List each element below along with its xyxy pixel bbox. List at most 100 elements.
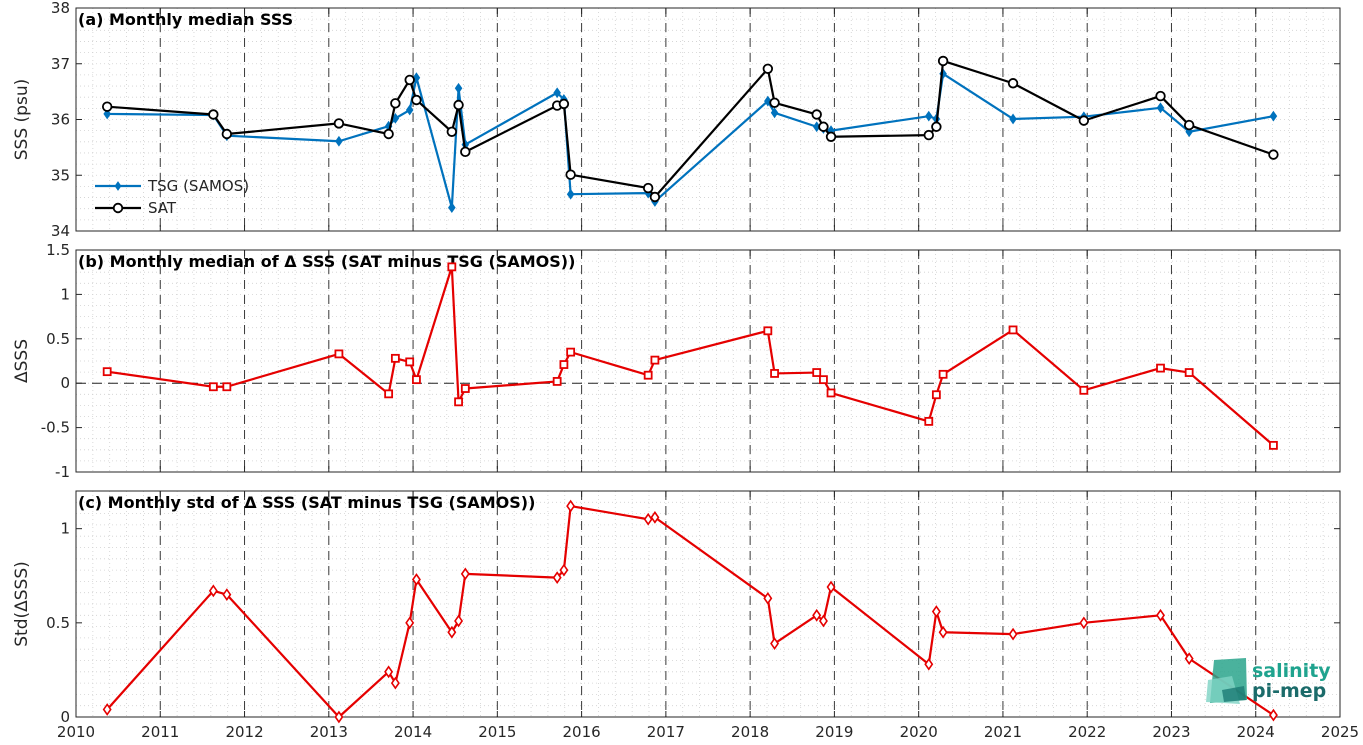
data-point <box>448 202 456 213</box>
panel-title: (b) Monthly median of Δ SSS (SAT minus T… <box>78 252 575 271</box>
data-point <box>764 95 772 107</box>
data-point <box>812 608 822 622</box>
data-point <box>411 573 421 586</box>
x-tick-label: 2021 <box>984 723 1022 741</box>
series-0 <box>102 499 1278 724</box>
y-axis-label: Std(ΔSSS) <box>12 561 32 647</box>
data-point <box>770 369 779 378</box>
x-tick-label: 2012 <box>225 723 263 741</box>
x-tick-label: 2025 <box>1321 723 1359 741</box>
data-point <box>1268 149 1279 160</box>
data-point <box>1155 90 1166 102</box>
salinity-pi-mep-logo: salinity pi-mep <box>1206 658 1331 704</box>
data-point <box>818 614 828 628</box>
data-point <box>826 388 836 398</box>
data-point <box>812 368 822 377</box>
data-point <box>553 87 561 99</box>
data-point <box>101 101 113 112</box>
data-point <box>1269 110 1278 122</box>
data-point <box>937 55 949 67</box>
x-tick-label: 2022 <box>1068 723 1106 741</box>
panel-title: (c) Monthly std of Δ SSS (SAT minus TSG … <box>78 493 535 512</box>
data-point <box>826 580 836 594</box>
data-point <box>931 121 942 132</box>
logo-text-line1: salinity <box>1252 660 1331 682</box>
data-point <box>335 135 343 147</box>
data-point <box>222 382 232 392</box>
axes-box <box>75 490 1341 718</box>
data-point <box>454 82 463 94</box>
data-point <box>333 118 345 129</box>
data-point <box>102 703 112 716</box>
data-point <box>1184 652 1194 666</box>
axes-box <box>75 249 1341 473</box>
data-point <box>102 367 112 377</box>
data-point <box>1008 627 1018 641</box>
legend-marker <box>114 181 122 191</box>
x-tick-label: 2013 <box>310 723 348 741</box>
data-point <box>1007 78 1019 89</box>
data-point <box>552 571 562 585</box>
data-point <box>1156 608 1165 622</box>
x-tick-label: 2011 <box>141 723 179 741</box>
data-point <box>650 510 660 524</box>
y-tick-label: 1 <box>60 520 70 538</box>
x-tick-label: 2020 <box>900 723 938 741</box>
data-point <box>643 512 653 526</box>
data-point <box>770 107 779 119</box>
data-point <box>404 74 415 86</box>
data-point <box>208 584 218 598</box>
data-point <box>762 63 774 74</box>
data-point <box>925 110 933 122</box>
data-point <box>208 109 219 120</box>
legend-label: SAT <box>148 199 177 217</box>
data-point <box>1183 119 1195 131</box>
data-point <box>559 563 569 577</box>
year-separators <box>159 250 1257 472</box>
y-tick-label: 37 <box>51 55 70 73</box>
x-tick-label: 2024 <box>1237 723 1275 741</box>
y-tick-label: 38 <box>51 0 70 17</box>
data-point <box>447 625 457 639</box>
data-point <box>1078 115 1090 126</box>
y-axis-label: ΔSSS <box>12 339 32 383</box>
y-tick-label: 0.5 <box>46 614 70 632</box>
data-point <box>412 72 421 84</box>
x-tick-label: 2014 <box>394 723 432 741</box>
data-point <box>565 169 576 180</box>
x-tick-label: 2018 <box>731 723 769 741</box>
legend-marker <box>112 202 124 214</box>
data-point <box>460 146 471 158</box>
data-point <box>383 128 394 140</box>
data-point <box>390 676 400 690</box>
panel-a-monthly-median-sss: 34 35 36 37 38 SSS (psu) (a) Monthly median SS… <box>12 0 1341 240</box>
y-tick-label: 0 <box>60 374 70 392</box>
data-point <box>566 499 576 513</box>
year-separators <box>159 8 1257 231</box>
data-point <box>931 605 941 618</box>
data-point <box>222 588 232 601</box>
y-tick-label: -1 <box>55 463 70 481</box>
x-tick-label: 2019 <box>815 723 853 741</box>
data-point <box>103 108 111 120</box>
data-point <box>384 389 394 399</box>
data-point <box>763 591 773 605</box>
data-point <box>1268 708 1278 722</box>
panel-c-std-delta-sss: 0 0.5 1 2010 2011 2012 2013 2014 2015 2016 2017 201… <box>12 490 1359 741</box>
data-point <box>446 126 458 137</box>
data-point <box>763 326 773 336</box>
series-sat <box>101 55 1279 203</box>
data-point <box>1079 616 1089 630</box>
data-point <box>405 616 415 630</box>
data-point <box>334 710 344 724</box>
data-point <box>938 369 948 379</box>
data-point <box>1269 440 1278 450</box>
y-tick-label: 0 <box>60 708 70 726</box>
data-point <box>384 665 394 679</box>
y-tick-label: 0.5 <box>46 330 70 348</box>
series-0 <box>102 262 1278 450</box>
data-point <box>559 360 569 369</box>
data-point <box>642 182 654 194</box>
data-point <box>1079 385 1089 395</box>
